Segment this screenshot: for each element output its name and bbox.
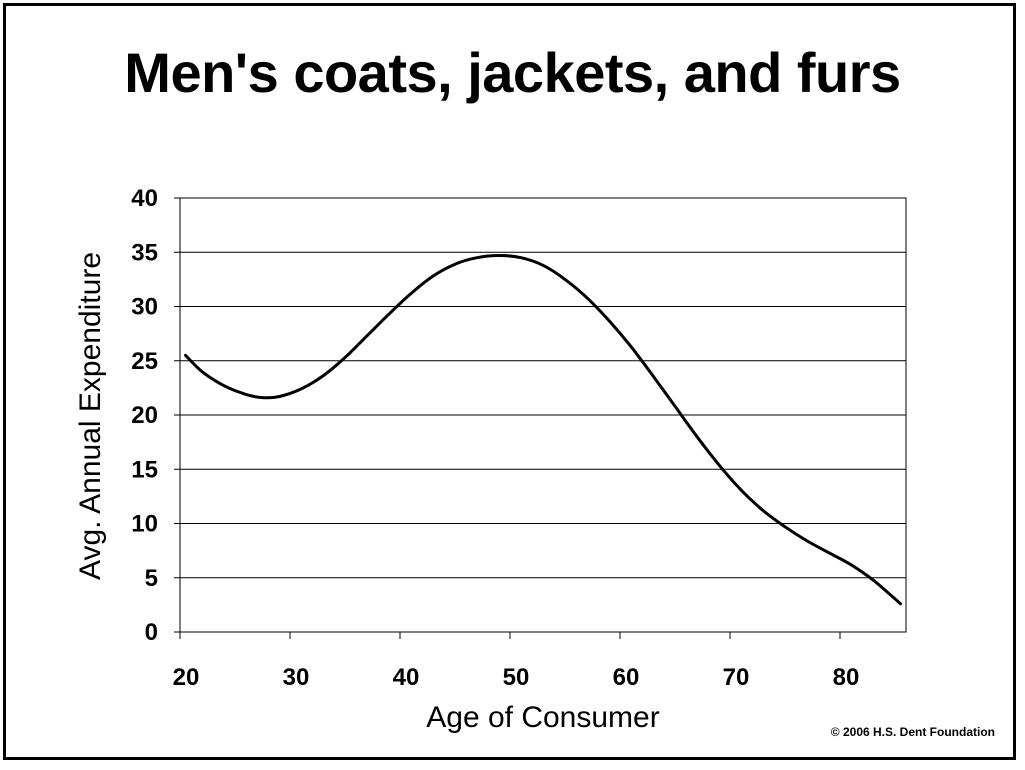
x-tick-label: 70 (723, 664, 750, 691)
x-tick-label: 80 (833, 664, 860, 691)
y-tick-label: 10 (131, 511, 158, 538)
grid-lines (180, 197, 906, 633)
y-tick-label: 40 (131, 185, 158, 212)
y-tick-label: 25 (131, 348, 158, 375)
y-tick-label: 0 (145, 619, 158, 646)
chart-title: Men's coats, jackets, and furs (124, 41, 901, 104)
y-tick-label: 20 (131, 402, 158, 429)
y-tick-label: 35 (131, 239, 158, 266)
y-tick-label: 15 (131, 456, 158, 483)
y-axis-ticks: 0 5 10 15 20 25 30 35 40 (131, 185, 180, 646)
x-tick-label: 40 (393, 664, 420, 691)
x-tick-label: 60 (613, 664, 640, 691)
x-tick-label: 30 (283, 664, 310, 691)
copyright-credit: © 2006 H.S. Dent Foundation (830, 725, 995, 739)
x-axis-ticks: 20 30 40 50 60 70 80 (173, 632, 860, 691)
y-axis-label: Avg. Annual Expenditure (74, 252, 107, 580)
series-line (184, 254, 902, 606)
y-tick-label: 30 (131, 294, 158, 321)
x-axis-label: Age of Consumer (426, 701, 659, 734)
x-tick-label: 20 (173, 664, 200, 691)
x-tick-label: 50 (503, 664, 530, 691)
y-tick-label: 5 (145, 565, 158, 592)
